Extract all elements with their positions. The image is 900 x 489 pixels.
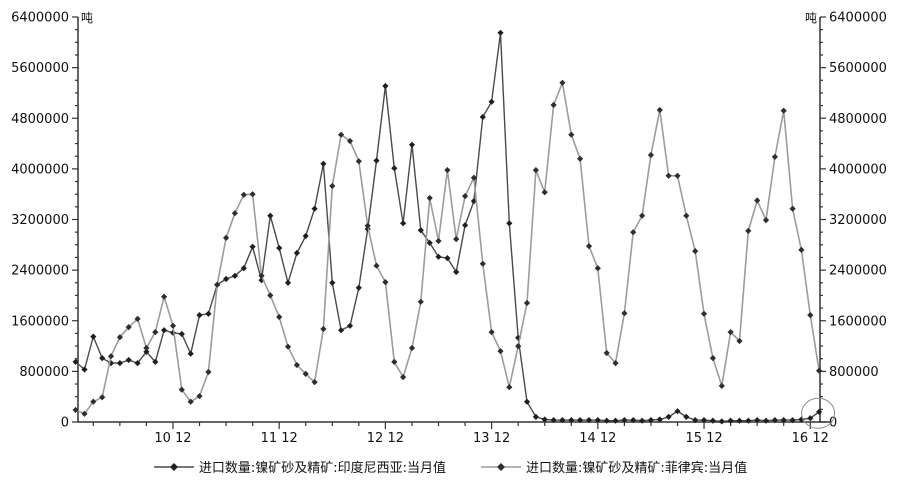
legend-label-philippines: 进口数量:镍矿砂及精矿:菲律宾:当月值: [526, 461, 748, 476]
y-tick-label-left: 6400000: [11, 11, 69, 26]
x-tick-label: 10 12: [154, 431, 191, 446]
highlight-circle-annotation: [801, 397, 836, 429]
chart-legend: 进口数量:镍矿砂及精矿:印度尼西亚:当月值 进口数量:镍矿砂及精矿:菲律宾:当月…: [0, 457, 900, 476]
x-tick-label: 11 12: [261, 431, 298, 446]
x-tick-label: 14 12: [579, 431, 616, 446]
y-tick-label-left: 4800000: [11, 112, 69, 127]
x-tick-label: 12 12: [367, 431, 404, 446]
legend-label-indonesia: 进口数量:镍矿砂及精矿:印度尼西亚:当月值: [198, 461, 446, 476]
legend-marker-philippines: [481, 462, 521, 471]
y-tick-label-right: 1600000: [829, 314, 887, 329]
y-tick-label-right: 4800000: [829, 112, 887, 127]
series-line-0: [75, 32, 820, 423]
legend-item-philippines: 进口数量:镍矿砂及精矿:菲律宾:当月值: [480, 457, 747, 476]
x-tick-label: 13 12: [473, 431, 510, 446]
x-tick-label: 15 12: [685, 431, 722, 446]
y-tick-label-left: 1600000: [11, 314, 69, 329]
y-tick-label-right: 4000000: [829, 162, 887, 177]
y-tick-label-left: 5600000: [11, 61, 69, 76]
y-axis-unit-left: 吨: [81, 11, 93, 25]
series-markers-0: [72, 29, 823, 425]
y-tick-label-left: 2400000: [11, 264, 69, 279]
x-tick-label: 16 12: [792, 431, 829, 446]
y-tick-label-left: 3200000: [11, 213, 69, 228]
legend-marker-indonesia: [153, 462, 194, 471]
y-tick-label-left: 800000: [19, 365, 69, 380]
y-tick-label-right: 5600000: [829, 61, 887, 76]
series-markers-1: [72, 79, 823, 417]
y-tick-label-right: 2400000: [829, 264, 887, 279]
series-line-1: [75, 82, 820, 415]
y-tick-label-left: 4000000: [11, 162, 69, 177]
y-tick-label-right: 0: [829, 416, 837, 431]
y-tick-label-right: 6400000: [829, 11, 887, 26]
y-axis-unit-right: 吨: [805, 11, 817, 25]
y-tick-label-left: 0: [61, 416, 69, 431]
legend-item-indonesia: 进口数量:镍矿砂及精矿:印度尼西亚:当月值: [153, 457, 446, 476]
y-tick-label-right: 800000: [829, 365, 879, 380]
y-tick-label-right: 3200000: [829, 213, 887, 228]
